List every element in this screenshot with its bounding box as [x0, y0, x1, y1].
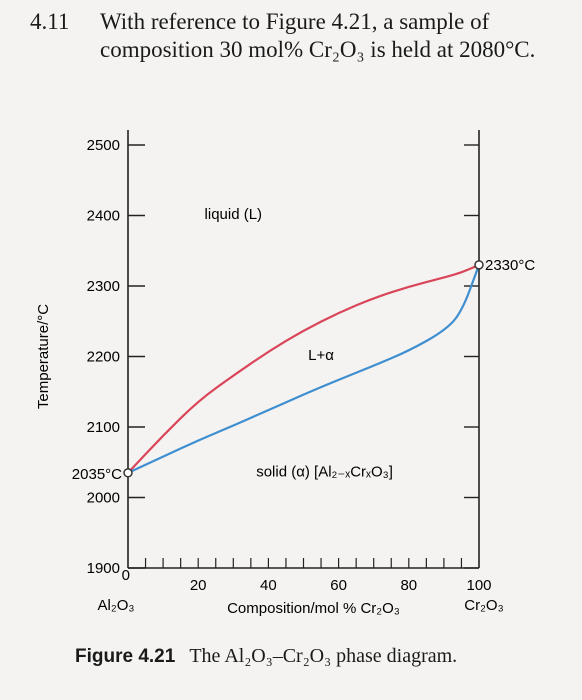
x-tick-label: 80 — [400, 577, 417, 594]
phase-diagram-chart: 2500 2400 2300 2200 2100 2000 1900 0 20 40 60 80 100… — [35, 130, 535, 617]
x-tick-label: 40 — [260, 577, 277, 594]
x-axis-title: Composition/mol % Cr₂O₃ — [227, 600, 400, 617]
x-end-label-left: Al₂O₃ — [98, 597, 135, 614]
y-tick-label: 2100 — [87, 419, 120, 436]
y-tick-label: 2500 — [87, 137, 120, 154]
x-end-label-right: Cr₂O₃ — [464, 597, 503, 614]
figure-caption-text: The Al₂O₃–Cr₂O₃ phase diagram. — [189, 645, 458, 667]
series-line-1 — [127, 263, 480, 474]
y-axis-title: Temperature/°C — [35, 304, 52, 409]
figure-caption: Figure 4.21 The Al₂O₃–Cr₂O₃ phase diagram… — [75, 645, 457, 668]
y-tick-label: 1900 — [87, 560, 120, 577]
point-marker — [474, 260, 484, 270]
point-label: 2330°C — [485, 257, 535, 274]
y-tick-label: 2300 — [87, 278, 120, 295]
series-line-2 — [127, 264, 481, 474]
region-label: solid (α) [Al₂₋ₓCrₓO₃] — [256, 463, 393, 480]
point-label: 2035°C — [72, 466, 122, 483]
region-label: liquid (L) — [205, 206, 263, 223]
x-tick-label: 0 — [122, 567, 130, 584]
x-tick-label: 100 — [466, 577, 491, 594]
y-tick-label: 2200 — [87, 349, 120, 366]
problem-number: 4.11 — [30, 9, 70, 34]
problem-text: With reference to Figure 4.21, a sample … — [100, 9, 536, 62]
y-tick-label: 2000 — [87, 490, 120, 507]
x-tick-label: 60 — [330, 577, 347, 594]
figure-label: Figure 4.21 — [75, 646, 176, 667]
x-tick-label: 20 — [190, 577, 207, 594]
y-tick-label: 2400 — [87, 208, 120, 225]
point-marker — [123, 468, 133, 478]
region-label: L+α — [308, 347, 334, 364]
